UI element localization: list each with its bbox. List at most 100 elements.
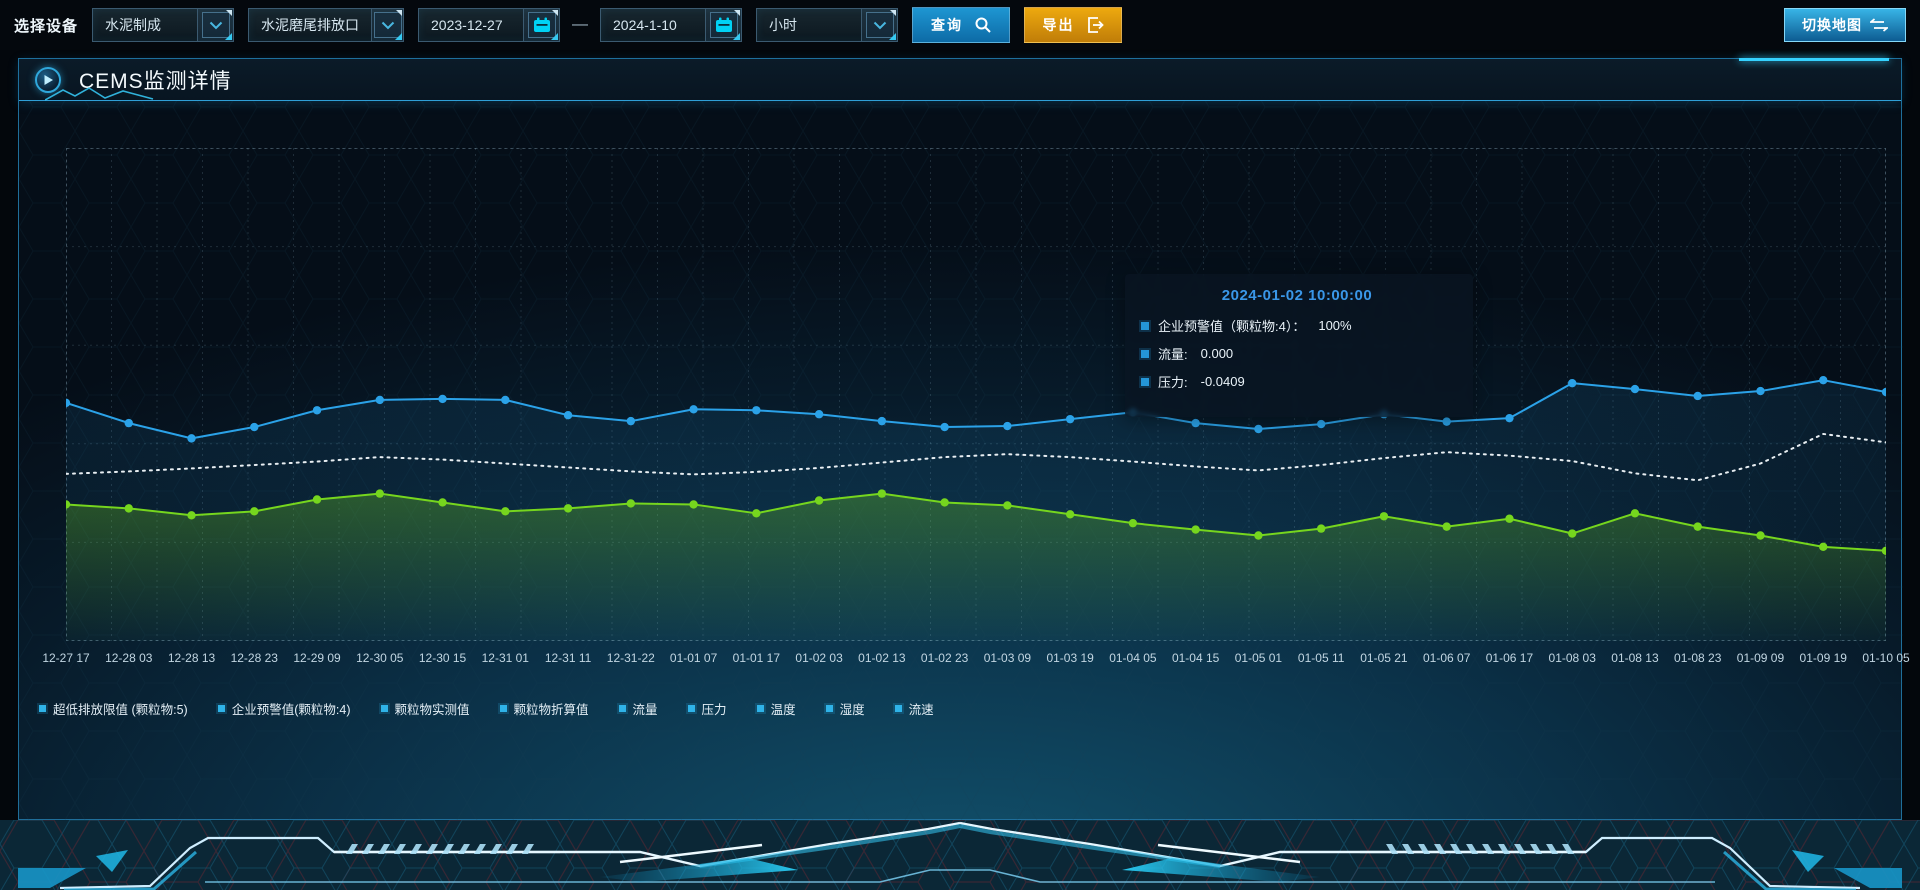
zigzag-decoration [45, 87, 154, 101]
chart-tooltip: 2024-01-02 10:00:00 企业预警值（颗粒物:4）： 100% 流… [1125, 274, 1473, 417]
data-point [1630, 509, 1640, 518]
data-point [752, 509, 761, 518]
tooltip-row: 流量: 0.000 [1141, 344, 1453, 363]
data-point [375, 489, 384, 498]
legend-item-颗粒物折算值[interactable]: 颗粒物折算值 [499, 699, 589, 718]
data-point [312, 406, 322, 415]
tooltip-row-label: 企业预警值（颗粒物:4）： [1158, 319, 1306, 334]
data-point [1505, 413, 1514, 423]
play-icon [35, 66, 61, 93]
data-point [66, 500, 71, 509]
tooltip-row-value: 0.000 [1200, 346, 1234, 361]
data-point [187, 434, 196, 443]
data-point [1316, 419, 1326, 429]
tooltip-row-value: -0.0409 [1200, 374, 1245, 389]
interval-select[interactable]: 小时 [756, 8, 899, 42]
data-point [563, 411, 573, 420]
export-button-label: 导出 [1042, 17, 1075, 33]
start-date-value: 2023-12-27 [431, 17, 503, 33]
data-point [501, 395, 510, 405]
data-point [940, 422, 949, 432]
panel-header: CEMS监测详情 [19, 58, 1901, 101]
legend-label: 温度 [770, 703, 796, 717]
legend-item-流速[interactable]: 流速 [894, 699, 934, 718]
data-point [814, 496, 824, 505]
data-point [187, 511, 196, 520]
data-point [1128, 518, 1138, 528]
legend-marker-icon [687, 705, 695, 712]
data-point [124, 504, 133, 513]
cems-line-chart[interactable] [66, 148, 1886, 641]
x-axis-label: 12-28 13 [167, 651, 216, 665]
x-axis-label: 12-27 17 [42, 651, 90, 665]
tooltip-row: 企业预警值（颗粒物:4）： 100% [1141, 316, 1453, 335]
data-point [689, 500, 698, 509]
export-button[interactable]: 导出 [1024, 7, 1123, 43]
x-axis-label: 01-04 05 [1109, 651, 1157, 665]
x-axis-label: 01-08 03 [1548, 651, 1596, 665]
query-button-label: 查询 [931, 17, 964, 33]
legend-marker-icon [217, 705, 225, 712]
legend-label: 流速 [908, 703, 934, 717]
search-icon [975, 17, 991, 33]
data-point [752, 406, 761, 415]
data-point [1254, 531, 1263, 540]
x-axis-label: 12-30 05 [356, 651, 404, 665]
query-button[interactable]: 查询 [912, 7, 1011, 43]
start-date-picker[interactable]: 2023-12-27 [418, 8, 561, 42]
x-axis-label: 01-06 07 [1423, 651, 1471, 665]
data-point [877, 489, 887, 498]
x-axis-label: 01-01 17 [732, 651, 781, 665]
end-date-value: 2024-1-10 [613, 17, 677, 33]
data-point [66, 398, 71, 408]
data-point [1065, 414, 1075, 424]
x-axis-label: 01-04 15 [1171, 651, 1220, 665]
x-axis-label: 12-30 15 [418, 651, 467, 665]
legend-marker-icon [894, 705, 902, 712]
legend-marker-icon [756, 705, 764, 712]
x-axis-label: 12-31 11 [544, 651, 592, 665]
x-axis-label: 12-31-22 [606, 651, 655, 665]
x-axis-label: 01-09 09 [1736, 651, 1785, 665]
outlet-select[interactable]: 水泥磨尾排放口 [248, 8, 405, 42]
legend-item-企业预警值(颗粒物:4)[interactable]: 企业预警值(颗粒物:4) [217, 699, 351, 718]
legend-item-温度[interactable]: 温度 [756, 699, 796, 718]
data-point [1568, 529, 1577, 538]
date-range-separator: — [572, 16, 589, 33]
data-point [1442, 417, 1451, 426]
x-axis-label: 01-05 11 [1297, 651, 1345, 665]
x-axis-label: 01-03 19 [1046, 651, 1094, 665]
export-icon [1087, 17, 1104, 33]
data-point [1065, 510, 1075, 519]
data-point [689, 405, 698, 414]
data-point [877, 416, 887, 426]
legend-label: 流量 [632, 703, 658, 717]
x-axis-label: 01-03 09 [983, 651, 1032, 665]
legend-item-湿度[interactable]: 湿度 [825, 699, 865, 718]
device-type-select[interactable]: 水泥制成 [92, 8, 235, 42]
x-axis-label: 01-02 23 [920, 651, 969, 665]
data-point [1819, 542, 1828, 552]
data-point [1254, 424, 1263, 434]
data-point [1003, 501, 1012, 510]
data-point [1693, 391, 1702, 401]
legend-item-颗粒物实测值[interactable]: 颗粒物实测值 [380, 699, 470, 718]
data-point [814, 410, 824, 419]
legend-label: 颗粒物折算值 [513, 703, 589, 717]
data-point [1881, 387, 1886, 397]
calendar-icon [533, 17, 550, 32]
legend-label: 压力 [701, 703, 727, 717]
end-date-picker[interactable]: 2024-1-10 [600, 8, 743, 42]
data-point [438, 394, 447, 404]
x-axis-label: 01-09 19 [1799, 651, 1847, 665]
legend-item-压力[interactable]: 压力 [687, 699, 727, 718]
legend-item-流量[interactable]: 流量 [618, 699, 658, 718]
legend-item-超低排放限值 (颗粒物:5)[interactable]: 超低排放限值 (颗粒物:5) [39, 699, 188, 718]
data-point [1003, 421, 1012, 431]
x-axis-label: 01-06 17 [1485, 651, 1534, 665]
switch-map-button[interactable]: 切换地图 [1784, 8, 1906, 42]
series-marker-icon [1141, 349, 1149, 358]
series-marker-icon [1141, 377, 1149, 386]
x-axis-label: 01-01 07 [669, 651, 718, 665]
x-axis-label: 01-05 21 [1360, 651, 1408, 665]
